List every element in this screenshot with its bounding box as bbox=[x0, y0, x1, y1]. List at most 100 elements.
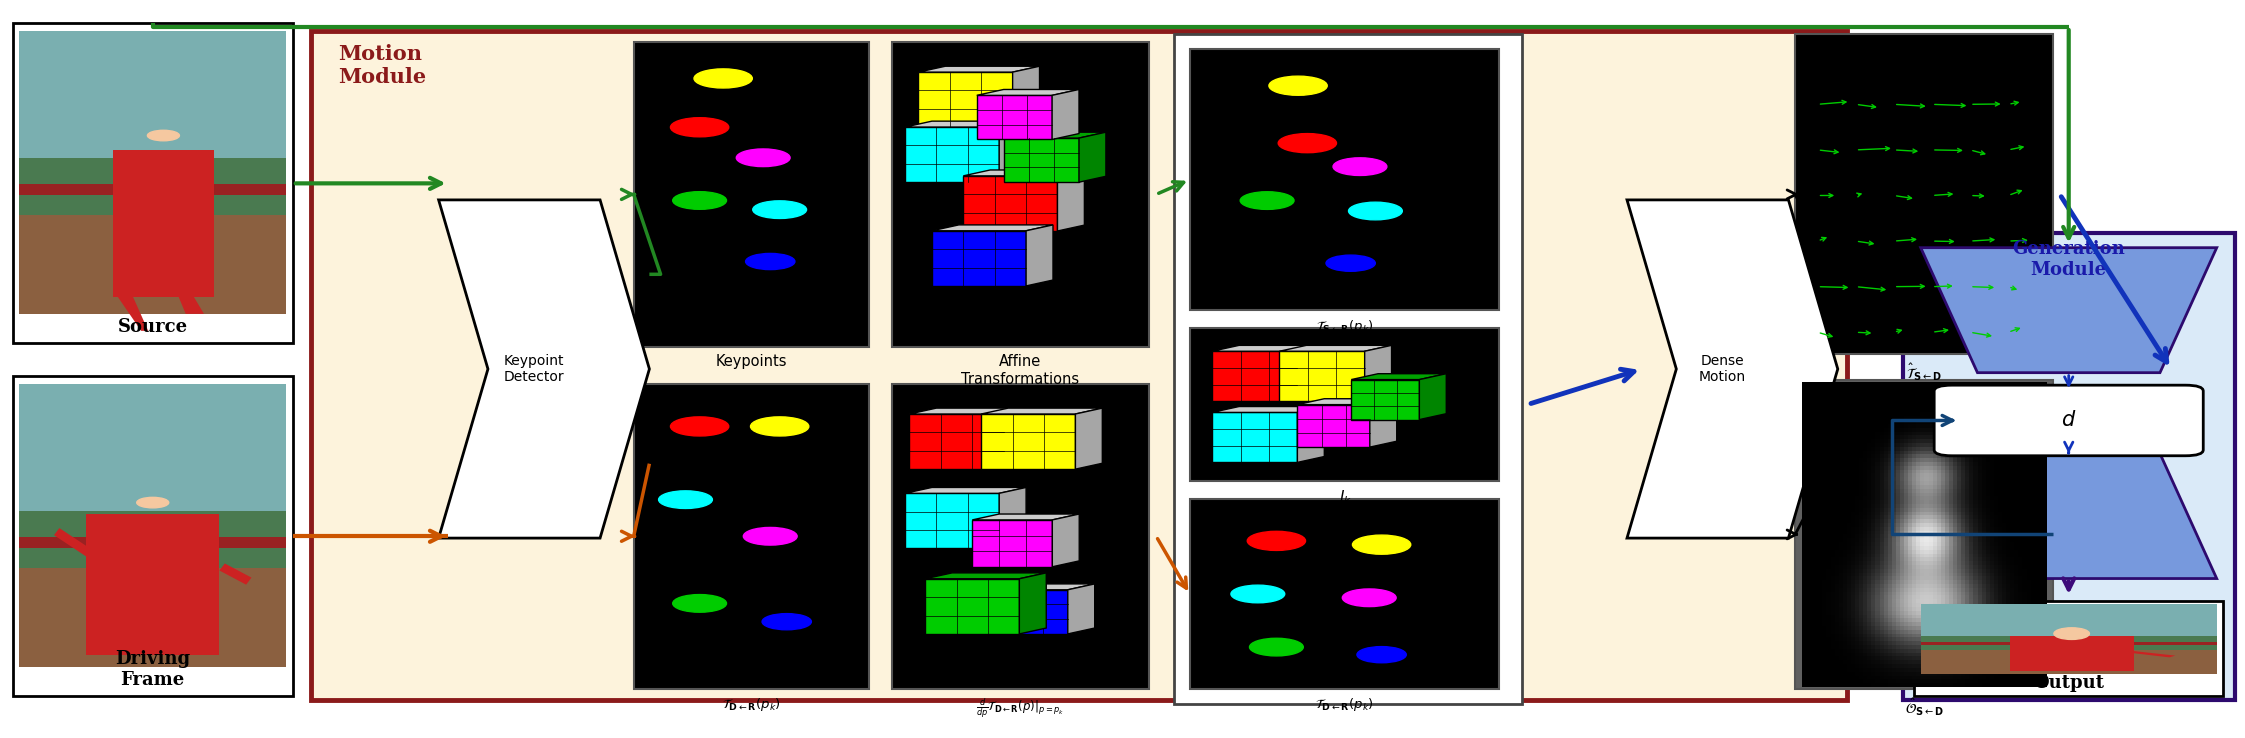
Bar bbox=[891, 384, 1149, 689]
Bar bbox=[633, 384, 869, 689]
Polygon shape bbox=[1080, 132, 1107, 182]
Circle shape bbox=[752, 201, 806, 218]
Text: $J_k$: $J_k$ bbox=[1336, 488, 1351, 507]
Bar bbox=[112, 150, 213, 297]
Polygon shape bbox=[925, 573, 1046, 579]
Bar bbox=[20, 158, 285, 215]
Polygon shape bbox=[180, 297, 204, 314]
Polygon shape bbox=[918, 72, 1012, 127]
Circle shape bbox=[2054, 628, 2090, 639]
Bar bbox=[20, 559, 285, 666]
Bar bbox=[891, 42, 1149, 347]
Text: $d$: $d$ bbox=[2061, 410, 2077, 430]
Text: Driving
Frame: Driving Frame bbox=[114, 650, 191, 689]
Circle shape bbox=[148, 131, 180, 141]
Bar bbox=[20, 184, 285, 195]
Circle shape bbox=[743, 528, 797, 545]
Polygon shape bbox=[981, 408, 1102, 414]
Bar bbox=[633, 42, 869, 347]
Bar bbox=[1922, 635, 2216, 649]
Bar bbox=[1796, 35, 2052, 354]
Polygon shape bbox=[963, 170, 1084, 176]
Polygon shape bbox=[1298, 345, 1325, 401]
Circle shape bbox=[674, 192, 727, 210]
Polygon shape bbox=[1351, 379, 1419, 420]
Bar bbox=[13, 24, 292, 343]
Polygon shape bbox=[1053, 89, 1080, 139]
Circle shape bbox=[1250, 638, 1304, 656]
Text: Dense
Motion: Dense Motion bbox=[1699, 354, 1747, 384]
Polygon shape bbox=[992, 584, 1096, 590]
Bar bbox=[85, 514, 220, 655]
Circle shape bbox=[1351, 535, 1410, 554]
Polygon shape bbox=[981, 414, 1075, 469]
Circle shape bbox=[1356, 646, 1405, 663]
Polygon shape bbox=[117, 297, 148, 331]
Text: Keypoint
Detector: Keypoint Detector bbox=[503, 354, 563, 384]
Polygon shape bbox=[1298, 407, 1325, 463]
Polygon shape bbox=[1004, 132, 1107, 138]
Circle shape bbox=[1277, 134, 1336, 153]
Bar bbox=[20, 537, 285, 548]
Polygon shape bbox=[909, 408, 1030, 414]
Polygon shape bbox=[963, 176, 1057, 231]
Circle shape bbox=[1334, 158, 1387, 176]
Polygon shape bbox=[905, 493, 999, 548]
Circle shape bbox=[1230, 585, 1284, 603]
Polygon shape bbox=[918, 66, 1039, 72]
Bar bbox=[1190, 49, 1500, 310]
Polygon shape bbox=[1212, 413, 1298, 463]
Polygon shape bbox=[54, 528, 92, 556]
Polygon shape bbox=[932, 231, 1026, 286]
Polygon shape bbox=[999, 121, 1026, 182]
Polygon shape bbox=[905, 121, 1026, 127]
Polygon shape bbox=[1628, 200, 1839, 538]
Circle shape bbox=[671, 117, 730, 137]
Polygon shape bbox=[2108, 649, 2175, 658]
Circle shape bbox=[736, 149, 790, 167]
Bar bbox=[1904, 233, 2234, 700]
Text: Output: Output bbox=[2034, 675, 2104, 692]
Circle shape bbox=[1248, 531, 1307, 551]
Polygon shape bbox=[932, 225, 1053, 231]
Polygon shape bbox=[1057, 170, 1084, 231]
Text: $\hat{\mathcal{O}}_{\mathbf{S}\leftarrow\mathbf{D}}$: $\hat{\mathcal{O}}_{\mathbf{S}\leftarrow… bbox=[1904, 696, 1944, 718]
Bar bbox=[310, 31, 1848, 700]
Text: Keypoints: Keypoints bbox=[716, 354, 788, 369]
Circle shape bbox=[1327, 255, 1376, 272]
Text: Affine
Transformations: Affine Transformations bbox=[961, 354, 1080, 387]
Bar bbox=[1796, 380, 2052, 689]
Bar bbox=[1922, 642, 2216, 645]
Circle shape bbox=[137, 497, 168, 508]
Polygon shape bbox=[1298, 404, 1369, 447]
Polygon shape bbox=[1365, 345, 1392, 401]
Polygon shape bbox=[1922, 454, 2216, 579]
Text: Source: Source bbox=[117, 318, 189, 336]
Polygon shape bbox=[1280, 345, 1392, 351]
Polygon shape bbox=[972, 520, 1053, 567]
Circle shape bbox=[1268, 76, 1327, 95]
Polygon shape bbox=[1212, 351, 1298, 401]
Polygon shape bbox=[1369, 399, 1396, 447]
Bar bbox=[1190, 328, 1500, 480]
Circle shape bbox=[761, 613, 810, 630]
Circle shape bbox=[671, 417, 730, 436]
Polygon shape bbox=[1212, 345, 1325, 351]
Circle shape bbox=[1343, 589, 1396, 607]
Polygon shape bbox=[1026, 225, 1053, 286]
Polygon shape bbox=[905, 487, 1026, 493]
Polygon shape bbox=[1019, 573, 1046, 634]
Bar bbox=[20, 384, 285, 525]
Polygon shape bbox=[1280, 351, 1365, 401]
Polygon shape bbox=[1298, 399, 1396, 404]
Polygon shape bbox=[999, 487, 1026, 548]
Circle shape bbox=[745, 253, 795, 269]
Polygon shape bbox=[977, 89, 1080, 95]
Polygon shape bbox=[1069, 584, 1096, 634]
Bar bbox=[1174, 35, 1522, 703]
Text: $\frac{d}{dp}\mathcal{T}_{\mathbf{S}\leftarrow\mathbf{R}}(p)|_{p=p_k}$: $\frac{d}{dp}\mathcal{T}_{\mathbf{S}\lef… bbox=[977, 387, 1064, 411]
Polygon shape bbox=[972, 514, 1080, 520]
Polygon shape bbox=[1004, 408, 1030, 469]
Text: $\mathcal{T}_{\mathbf{S}\leftarrow\mathbf{R}}(p_k)$: $\mathcal{T}_{\mathbf{S}\leftarrow\mathb… bbox=[1316, 317, 1374, 334]
Polygon shape bbox=[1075, 408, 1102, 469]
